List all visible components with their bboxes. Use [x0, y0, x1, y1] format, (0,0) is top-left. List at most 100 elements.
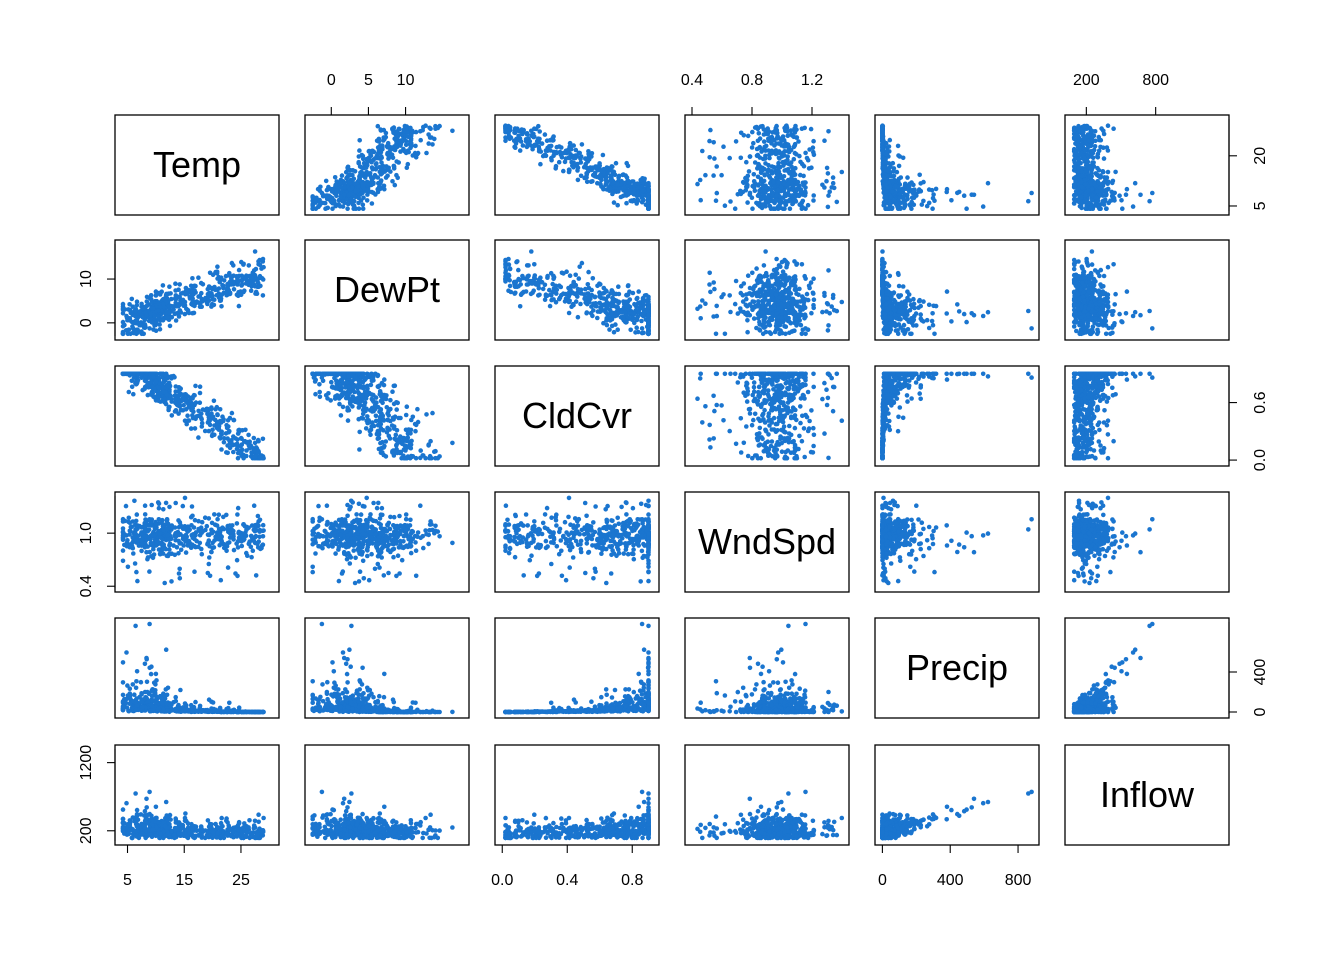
data-point	[184, 306, 189, 312]
data-point	[363, 165, 369, 170]
data-point	[800, 198, 806, 204]
data-point	[176, 287, 181, 293]
data-point	[562, 299, 568, 304]
data-point	[360, 182, 366, 188]
data-point	[561, 271, 566, 276]
data-point	[639, 326, 645, 331]
data-point	[777, 331, 782, 337]
data-point	[384, 164, 389, 169]
data-point	[217, 279, 222, 285]
data-point	[822, 293, 827, 299]
data-point	[542, 297, 548, 303]
data-point	[513, 145, 518, 150]
data-point	[903, 182, 908, 187]
data-point	[778, 199, 783, 205]
data-point	[353, 188, 358, 194]
data-point	[888, 194, 893, 200]
data-point	[640, 306, 645, 311]
data-point	[234, 274, 239, 279]
data-point	[398, 143, 403, 148]
data-point	[758, 276, 764, 281]
data-point	[503, 124, 508, 129]
data-point	[1076, 199, 1081, 204]
data-point	[880, 266, 885, 272]
data-point	[909, 199, 914, 205]
data-point	[778, 301, 784, 307]
data-point	[551, 273, 556, 279]
data-point	[824, 178, 829, 184]
data-point	[907, 189, 912, 194]
data-point	[576, 276, 582, 281]
data-point	[785, 169, 791, 174]
data-point	[554, 150, 559, 156]
data-point	[933, 303, 939, 309]
data-point	[762, 156, 768, 161]
data-point	[133, 330, 139, 335]
data-point	[120, 301, 126, 307]
data-point	[760, 331, 766, 337]
data-point	[784, 182, 790, 188]
data-point	[548, 148, 553, 153]
data-point	[257, 257, 263, 263]
data-point	[548, 143, 554, 149]
data-point	[830, 175, 836, 180]
data-point	[1075, 133, 1081, 139]
data-point	[575, 314, 581, 320]
data-point	[206, 298, 212, 304]
data-point	[799, 206, 805, 211]
data-point	[783, 128, 788, 134]
data-point	[236, 267, 242, 273]
data-point	[409, 143, 414, 149]
data-point	[1072, 159, 1077, 165]
data-point	[1101, 145, 1106, 150]
data-point	[811, 302, 816, 308]
data-point	[430, 142, 435, 147]
data-point	[613, 160, 619, 166]
data-point	[638, 177, 643, 183]
data-point	[779, 259, 785, 265]
data-point	[782, 272, 787, 278]
data-point	[1084, 260, 1090, 266]
data-point	[382, 169, 387, 174]
data-point	[261, 264, 266, 270]
data-point	[785, 276, 791, 282]
data-point	[646, 188, 651, 193]
data-point	[913, 311, 919, 316]
data-point	[325, 205, 331, 211]
data-point	[887, 137, 893, 143]
data-point	[785, 260, 790, 266]
data-point	[396, 160, 402, 165]
data-point	[803, 185, 808, 190]
data-point	[588, 310, 594, 316]
data-point	[738, 155, 744, 161]
data-point	[424, 150, 429, 156]
data-point	[589, 304, 594, 309]
data-point	[521, 275, 526, 281]
data-point	[405, 161, 411, 167]
data-point	[697, 177, 703, 183]
data-point	[700, 148, 705, 154]
data-point	[808, 280, 814, 285]
data-point	[1111, 126, 1116, 131]
data-point	[744, 303, 750, 309]
data-point	[810, 145, 816, 150]
data-point	[632, 311, 637, 317]
data-point	[771, 165, 777, 170]
data-point	[800, 180, 806, 186]
data-point	[698, 316, 703, 321]
data-point	[192, 283, 197, 289]
data-point	[525, 139, 531, 144]
data-point	[610, 289, 615, 294]
data-point	[566, 147, 571, 152]
data-point	[805, 297, 811, 303]
data-point	[578, 156, 583, 162]
data-point	[567, 298, 572, 304]
data-point	[714, 164, 719, 169]
data-point	[618, 194, 624, 200]
data-point	[572, 291, 578, 297]
data-point	[747, 192, 753, 198]
data-point	[822, 138, 827, 143]
data-point	[365, 192, 370, 197]
data-point	[1124, 289, 1130, 294]
data-point	[380, 145, 385, 150]
